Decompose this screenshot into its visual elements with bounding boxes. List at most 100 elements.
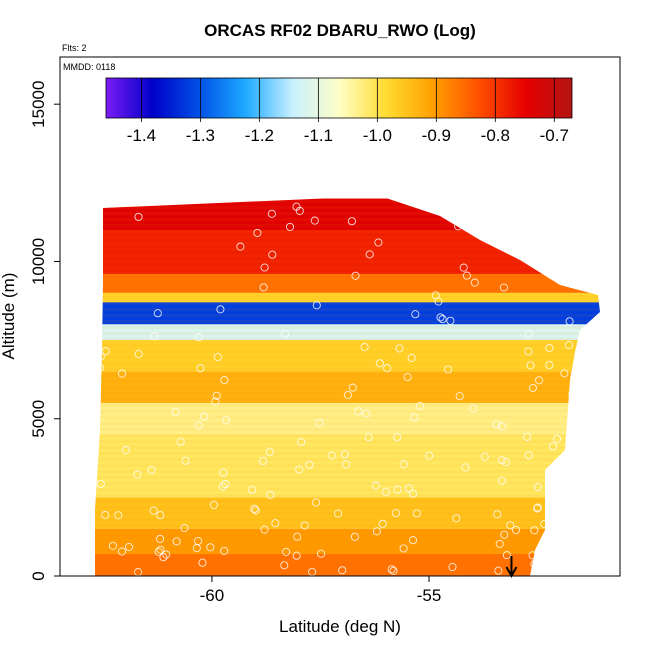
heatmap-streak xyxy=(95,290,600,293)
observation-marker xyxy=(545,344,554,353)
heatmap-streak xyxy=(95,374,600,377)
observation-marker xyxy=(271,519,280,528)
heatmap-band xyxy=(95,302,600,325)
heatmap-streak xyxy=(95,320,600,323)
observation-marker xyxy=(425,451,434,460)
heatmap-streak xyxy=(95,308,600,311)
observation-marker xyxy=(454,217,464,226)
observation-marker xyxy=(502,551,511,560)
observation-marker xyxy=(220,546,229,555)
observation-marker xyxy=(181,456,190,465)
observation-markers xyxy=(95,199,597,576)
observation-marker xyxy=(375,359,384,368)
observation-marker xyxy=(459,263,468,272)
observation-marker xyxy=(448,562,457,572)
observation-marker xyxy=(172,537,181,546)
observation-marker xyxy=(403,372,412,382)
observation-marker xyxy=(578,204,587,213)
observation-marker xyxy=(268,250,277,259)
observation-marker xyxy=(347,217,356,226)
observation-marker xyxy=(96,479,105,488)
x-axis: -60 -55 xyxy=(200,576,441,605)
observation-marker xyxy=(101,347,110,356)
heatmap-streak xyxy=(95,512,600,515)
observation-marker xyxy=(327,451,336,460)
heatmap-streak xyxy=(95,254,600,257)
observation-marker xyxy=(452,514,461,523)
observation-marker xyxy=(391,508,400,518)
observation-marker xyxy=(212,391,221,400)
observation-marker xyxy=(310,216,319,225)
observation-marker xyxy=(260,263,269,272)
observation-marker xyxy=(134,349,143,359)
y-axis-label: Altitude (m) xyxy=(0,273,18,360)
observation-marker xyxy=(410,413,419,422)
observation-marker xyxy=(162,550,171,559)
observation-marker xyxy=(564,340,573,350)
observation-marker xyxy=(154,547,163,556)
observation-marker xyxy=(312,498,321,507)
heatmap-streak xyxy=(95,428,600,431)
heatmap-streak xyxy=(95,464,600,467)
observation-marker xyxy=(315,418,324,427)
observation-marker xyxy=(399,460,408,469)
observation-marker xyxy=(360,343,369,352)
observation-marker xyxy=(221,479,230,489)
heatmap-streak xyxy=(95,230,600,233)
heatmap-streak xyxy=(95,524,600,527)
observation-marker xyxy=(387,565,396,574)
observation-marker xyxy=(121,446,130,455)
heatmap-streak xyxy=(95,416,600,419)
heatmap-band xyxy=(95,371,600,403)
heatmap-streak xyxy=(95,542,600,545)
observation-marker xyxy=(455,392,464,401)
observation-marker xyxy=(545,361,554,370)
observation-marker xyxy=(236,242,245,251)
observation-marker xyxy=(251,506,260,515)
observation-marker xyxy=(572,426,581,435)
observation-marker xyxy=(549,442,558,451)
observation-marker xyxy=(523,432,532,441)
observation-marker xyxy=(568,260,577,269)
heatmap-streak xyxy=(95,332,600,335)
observation-marker xyxy=(295,465,304,474)
colorbar-tick-label: -1.2 xyxy=(245,126,274,145)
colorbar: -1.4 -1.3 -1.2 -1.1 -1.0 -0.9 -0.8 -0.7 xyxy=(105,77,573,145)
heatmap-streak xyxy=(95,500,600,503)
observation-marker xyxy=(446,316,455,325)
heatmap-streak xyxy=(95,362,600,365)
observation-marker xyxy=(250,504,259,513)
observation-marker xyxy=(533,503,542,512)
arrow-head xyxy=(505,566,518,579)
heatmap-streak xyxy=(95,260,600,263)
observation-marker xyxy=(153,309,162,318)
observation-marker xyxy=(553,458,562,467)
heatmap-streak xyxy=(95,242,600,245)
observation-marker xyxy=(350,532,359,541)
observation-marker xyxy=(147,465,156,475)
observation-marker xyxy=(462,271,471,280)
observation-marker xyxy=(524,347,533,356)
observation-marker xyxy=(493,510,502,519)
observation-marker xyxy=(449,199,458,208)
observation-marker xyxy=(524,451,533,460)
observation-marker xyxy=(206,543,215,552)
plot-frame xyxy=(59,56,621,577)
heatmap-streak xyxy=(95,368,600,371)
observation-marker xyxy=(530,526,539,535)
observation-marker xyxy=(511,525,520,535)
observation-marker xyxy=(408,536,418,545)
observation-marker xyxy=(480,452,489,461)
observation-marker xyxy=(293,532,302,541)
observation-marker xyxy=(528,383,537,392)
observation-marker xyxy=(218,482,227,491)
observation-marker xyxy=(371,481,380,490)
colorbar-tick-label: -0.9 xyxy=(422,126,451,145)
observation-marker xyxy=(149,506,158,515)
heatmap-streak xyxy=(95,314,600,317)
heatmap-streak xyxy=(95,518,600,521)
observation-marker xyxy=(561,273,570,282)
y-axis: 0 5000 10000 15000 xyxy=(29,81,60,581)
observation-marker xyxy=(117,369,127,378)
